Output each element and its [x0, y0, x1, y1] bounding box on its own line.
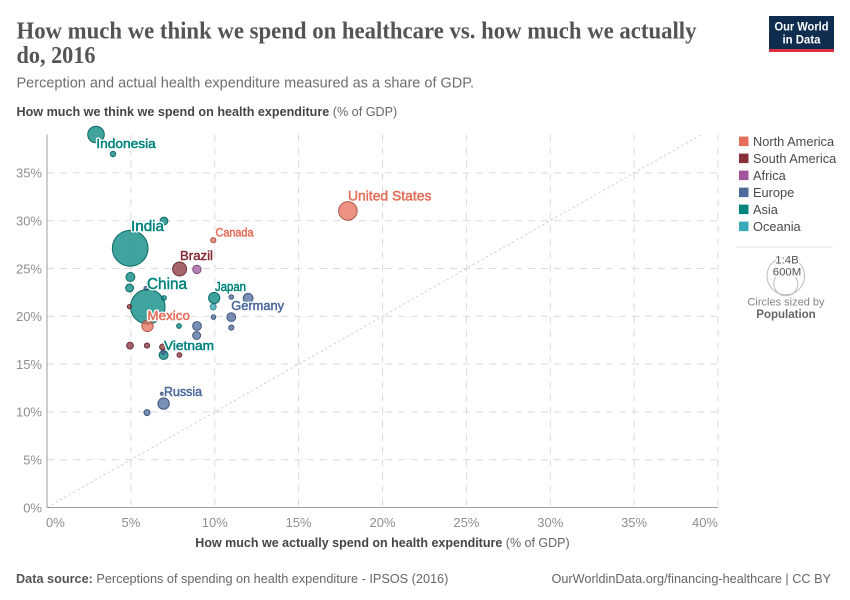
svg-text:Vietnam: Vietnam [164, 339, 214, 353]
svg-text:Japan: Japan [215, 280, 246, 294]
svg-text:Perception and actual health e: Perception and actual health expenditure… [17, 76, 475, 92]
svg-text:South America: South America [753, 151, 837, 166]
svg-text:30%: 30% [537, 515, 563, 530]
svg-text:Russia: Russia [164, 385, 202, 399]
svg-text:How much we think we spend on: How much we think we spend on healthcare… [17, 17, 697, 44]
svg-text:Canada: Canada [216, 228, 255, 240]
svg-text:Mexico: Mexico [147, 309, 190, 323]
svg-text:600M: 600M [773, 266, 802, 278]
svg-text:North America: North America [753, 134, 835, 149]
svg-text:15%: 15% [286, 515, 312, 530]
svg-text:China: China [147, 276, 187, 293]
svg-text:20%: 20% [369, 515, 395, 530]
svg-text:20%: 20% [16, 309, 42, 324]
svg-text:35%: 35% [621, 515, 647, 530]
svg-text:Japan: Japan [215, 280, 246, 294]
svg-text:in Data: in Data [783, 33, 821, 47]
svg-text:Oceania: Oceania [753, 219, 802, 234]
svg-text:10%: 10% [202, 515, 228, 530]
svg-text:Canada: Canada [216, 228, 255, 240]
svg-text:How much we think we spend on: How much we think we spend on health exp… [17, 105, 398, 119]
svg-text:United States: United States [348, 189, 432, 204]
svg-text:0%: 0% [46, 515, 65, 530]
svg-text:Mexico: Mexico [147, 309, 190, 323]
svg-text:5%: 5% [122, 515, 141, 530]
svg-text:Population: Population [756, 309, 815, 321]
svg-text:25%: 25% [16, 261, 42, 276]
svg-text:Vietnam: Vietnam [164, 339, 214, 353]
svg-text:Brazil: Brazil [180, 249, 213, 263]
svg-text:15%: 15% [16, 357, 42, 372]
svg-text:India: India [131, 218, 165, 235]
svg-text:Russia: Russia [164, 385, 202, 399]
svg-text:Germany: Germany [231, 299, 284, 313]
svg-text:How much we actually spend on: How much we actually spend on health exp… [195, 536, 569, 550]
svg-text:25%: 25% [453, 515, 479, 530]
svg-text:China: China [147, 276, 187, 293]
svg-text:Data source: Perceptions of sp: Data source: Perceptions of spending on … [16, 572, 448, 586]
svg-text:Indonesia: Indonesia [96, 136, 156, 151]
svg-text:Indonesia: Indonesia [96, 136, 156, 151]
svg-text:Africa: Africa [753, 168, 787, 183]
svg-text:10%: 10% [16, 405, 42, 420]
svg-text:1:4B: 1:4B [775, 254, 798, 266]
svg-text:40%: 40% [692, 515, 718, 530]
svg-text:OurWorldinData.org/financing-h: OurWorldinData.org/financing-healthcare … [552, 572, 832, 586]
svg-text:5%: 5% [23, 453, 42, 468]
svg-text:Our World: Our World [775, 20, 829, 34]
svg-text:30%: 30% [16, 214, 42, 229]
svg-text:Europe: Europe [753, 185, 794, 200]
svg-text:0%: 0% [23, 500, 42, 515]
svg-text:Brazil: Brazil [180, 249, 213, 263]
svg-text:do, 2016: do, 2016 [17, 42, 96, 69]
svg-text:Germany: Germany [231, 299, 284, 313]
svg-text:35%: 35% [16, 166, 42, 181]
svg-text:Asia: Asia [753, 202, 779, 217]
svg-text:India: India [131, 218, 165, 235]
svg-text:Circles sized by: Circles sized by [747, 297, 825, 309]
svg-text:United States: United States [348, 189, 432, 204]
